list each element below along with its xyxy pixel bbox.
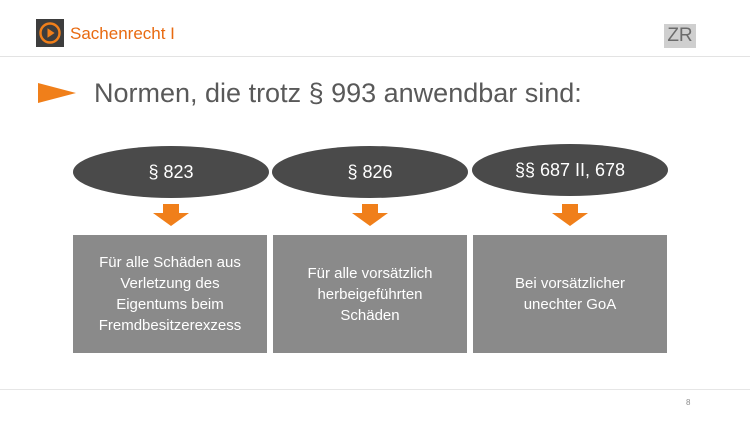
description-line: Eigentums beim (116, 296, 224, 313)
description-line: unechter GoA (523, 296, 617, 313)
course-title: Sachenrecht I (70, 24, 175, 43)
description-line: Für alle vorsätzlich (307, 264, 433, 282)
norm-ellipse-826: § 826 (272, 146, 468, 198)
down-arrow-icon (153, 204, 189, 231)
description-line: Fremdbesitzerexzess (98, 317, 242, 334)
footer-divider (0, 389, 750, 390)
description-line: Bei vorsätzlicher (514, 275, 626, 292)
norm-ellipse-823: § 823 (73, 146, 269, 198)
description-line: herbeigeführten (317, 285, 423, 303)
description-box-826: Für alle vorsätzlich herbeigeführten Sch… (273, 235, 467, 353)
description-box-687: Bei vorsätzlicher unechter GoA (473, 235, 667, 353)
play-button-icon (36, 19, 64, 47)
description-line: Schäden (340, 306, 400, 324)
header-bar: Sachenrecht I ZR (0, 0, 750, 57)
description-box-823: Für alle Schäden aus Verletzung des Eige… (73, 235, 267, 353)
title-arrow-icon (38, 83, 76, 108)
page-number: 8 (686, 398, 691, 407)
description-line: Für alle Schäden aus (99, 254, 241, 271)
zr-badge: ZR (664, 24, 696, 48)
norm-ellipse-687: §§ 687 II, 678 (472, 144, 668, 196)
slide-title: Normen, die trotz § 993 anwendbar sind: (94, 78, 582, 108)
down-arrow-icon (552, 204, 588, 231)
down-arrow-icon (352, 204, 388, 231)
description-line: Verletzung des (120, 275, 220, 292)
